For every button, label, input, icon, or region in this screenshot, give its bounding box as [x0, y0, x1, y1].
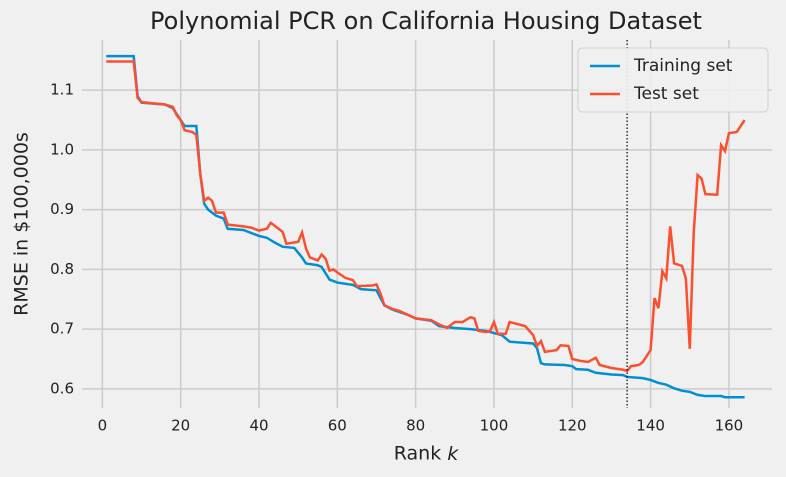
- x-tick-label: 140: [636, 417, 665, 435]
- x-tick-label: 120: [558, 417, 587, 435]
- x-axis-label: Rank k: [394, 443, 460, 465]
- x-tick-label: 100: [480, 417, 509, 435]
- x-tick-label: 160: [715, 417, 744, 435]
- y-tick-label: 1.1: [50, 81, 74, 99]
- chart-title: Polynomial PCR on California Housing Dat…: [150, 7, 702, 35]
- legend-label: Test set: [633, 84, 699, 104]
- y-tick-label: 0.6: [50, 379, 74, 397]
- x-tick-label: 20: [171, 417, 190, 435]
- x-tick-label: 0: [98, 417, 108, 435]
- x-tick-label: 40: [249, 417, 268, 435]
- y-tick-label: 0.8: [50, 260, 74, 278]
- y-tick-label: 0.7: [50, 320, 74, 338]
- y-tick-label: 1.0: [50, 140, 74, 158]
- x-tick-label: 60: [328, 417, 347, 435]
- legend: Training set Test set: [577, 47, 769, 113]
- x-tick-label: 80: [406, 417, 425, 435]
- legend-box: [577, 47, 769, 113]
- y-axis-label: RMSE in $100,000s: [11, 132, 33, 316]
- line: [106, 60, 746, 373]
- y-tick-label: 0.9: [50, 200, 74, 218]
- legend-label: Training set: [633, 56, 733, 76]
